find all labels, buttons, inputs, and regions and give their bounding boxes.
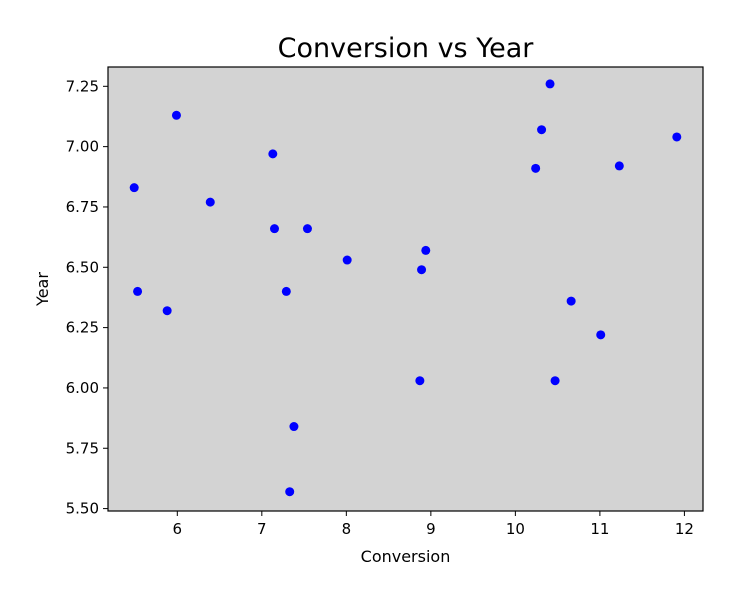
y-axis-ticks: 5.50 5.75 6.00 6.25 6.50 6.75 7.00 7.25 (66, 77, 108, 518)
data-point (596, 330, 606, 340)
x-tick-label: 6 (173, 520, 183, 538)
data-point (417, 265, 427, 275)
y-tick-label: 6.25 (66, 319, 99, 337)
y-tick-label: 5.50 (66, 500, 99, 518)
plot-area (108, 67, 703, 511)
y-tick-label: 6.75 (66, 198, 99, 216)
data-point (537, 125, 547, 135)
data-point (415, 376, 425, 386)
chart-title: Conversion vs Year (278, 33, 535, 64)
data-point (545, 79, 555, 89)
y-axis-label: Year (33, 272, 52, 307)
data-points (129, 79, 682, 497)
x-tick-label: 10 (506, 520, 525, 538)
data-point (531, 163, 541, 173)
data-point (614, 161, 624, 171)
data-point (672, 132, 682, 142)
data-point (550, 376, 560, 386)
data-point (281, 286, 291, 296)
data-point (285, 487, 295, 497)
data-point (171, 110, 181, 120)
data-point (268, 149, 278, 159)
y-tick-label: 7.00 (66, 138, 99, 156)
x-tick-label: 8 (342, 520, 352, 538)
plot-frame (107, 66, 704, 512)
x-tick-label: 9 (426, 520, 436, 538)
data-point (205, 197, 215, 207)
data-point (269, 224, 279, 234)
x-tick-label: 7 (257, 520, 267, 538)
y-tick-label: 6.00 (66, 379, 99, 397)
x-axis-ticks: 6 7 8 9 10 11 12 (173, 511, 694, 538)
data-point (566, 296, 576, 306)
x-tick-label: 12 (675, 520, 694, 538)
data-point (133, 286, 143, 296)
data-point (342, 255, 352, 265)
x-tick-label: 11 (590, 520, 609, 538)
x-axis-label: Conversion (361, 547, 451, 566)
data-point (129, 183, 139, 193)
y-tick-label: 7.25 (66, 77, 99, 95)
data-point (289, 422, 299, 432)
data-point (302, 224, 312, 234)
y-tick-label: 5.75 (66, 439, 99, 457)
data-point (162, 306, 172, 316)
y-tick-label: 6.50 (66, 258, 99, 276)
data-point (421, 245, 431, 255)
